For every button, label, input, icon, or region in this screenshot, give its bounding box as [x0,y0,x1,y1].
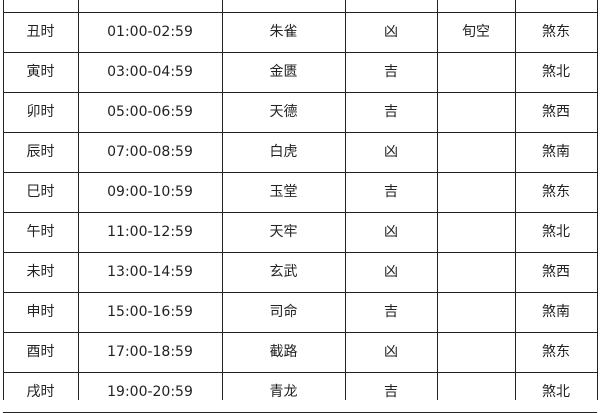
row-border [3,172,597,173]
table-cell: 天牢 [269,224,298,240]
table-cell: 天德 [269,104,298,120]
table-cell: 凶 [384,144,398,160]
table-cell: 煞北 [542,64,570,80]
table-cell: 凶 [384,344,398,360]
table-cell: 金匮 [269,64,298,80]
row-border [3,372,597,373]
table-cell: 煞西 [542,264,570,280]
table-cell: 旬空 [462,24,490,40]
column-border [515,0,516,400]
table-cell: 卯时 [26,104,55,120]
table-cell: 申时 [26,304,55,320]
table-cell: 寅时 [26,64,55,80]
table-cell: 15:00-16:59 [107,304,193,320]
table-cell: 13:00-14:59 [107,264,193,280]
table-cell: 煞南 [542,144,570,160]
table-cell: 11:00-12:59 [107,224,193,240]
table-cell: 丑时 [26,24,55,40]
table-cell: 煞南 [542,304,570,320]
table-cell: 戌时 [26,384,55,400]
table-cell: 19:00-20:59 [107,384,193,400]
table-cell: 03:00-04:59 [107,64,193,80]
row-border [3,292,597,293]
table-cell: 吉 [384,304,398,320]
column-border [345,0,346,400]
table-cell: 辰时 [26,144,55,160]
table-cell: 煞东 [542,344,570,360]
row-border [3,132,597,133]
row-border [3,332,597,333]
table-cell: 玉堂 [269,184,298,200]
column-border [222,0,223,400]
table-cell: 青龙 [269,384,298,400]
table-cell: 煞西 [542,104,570,120]
table-cell: 截路 [269,344,298,360]
table-cell: 酉时 [26,344,55,360]
table-cell: 巳时 [26,184,55,200]
table-cell: 凶 [384,224,398,240]
table-cell: 司命 [269,304,298,320]
table-cell: 07:00-08:59 [107,144,193,160]
table-cell: 吉 [384,104,398,120]
table-cell: 煞北 [542,384,570,400]
row-border [3,52,597,53]
table-cell: 朱雀 [269,24,298,40]
row-border [3,12,597,13]
table-cell: 煞北 [542,224,570,240]
table-cell: 凶 [384,24,398,40]
table-cell: 17:00-18:59 [107,344,193,360]
table-page: 丑时 01:00-02:59 朱雀凶旬空 煞东 寅时 03:00-04:59 金匮吉煞北 卯时… [3,0,598,413]
table-cell: 吉 [384,64,398,80]
table-cell: 05:00-06:59 [107,104,193,120]
column-border [437,0,438,400]
table-cell: 白虎 [269,144,298,160]
table-cell: 09:00-10:59 [107,184,193,200]
table-cell: 凶 [384,264,398,280]
table-cell: 吉 [384,384,398,400]
table-cell: 午时 [26,224,55,240]
column-border [597,0,598,400]
row-border [3,212,597,213]
table-cell: 吉 [384,184,398,200]
table-cell: 未时 [26,264,55,280]
column-border [3,0,4,400]
table-cell: 玄武 [269,264,298,280]
row-border [3,92,597,93]
table-cell: 煞东 [542,184,570,200]
column-border [78,0,79,400]
table-cell: 01:00-02:59 [107,24,193,40]
table-cell: 煞东 [542,24,570,40]
row-border [3,252,597,253]
